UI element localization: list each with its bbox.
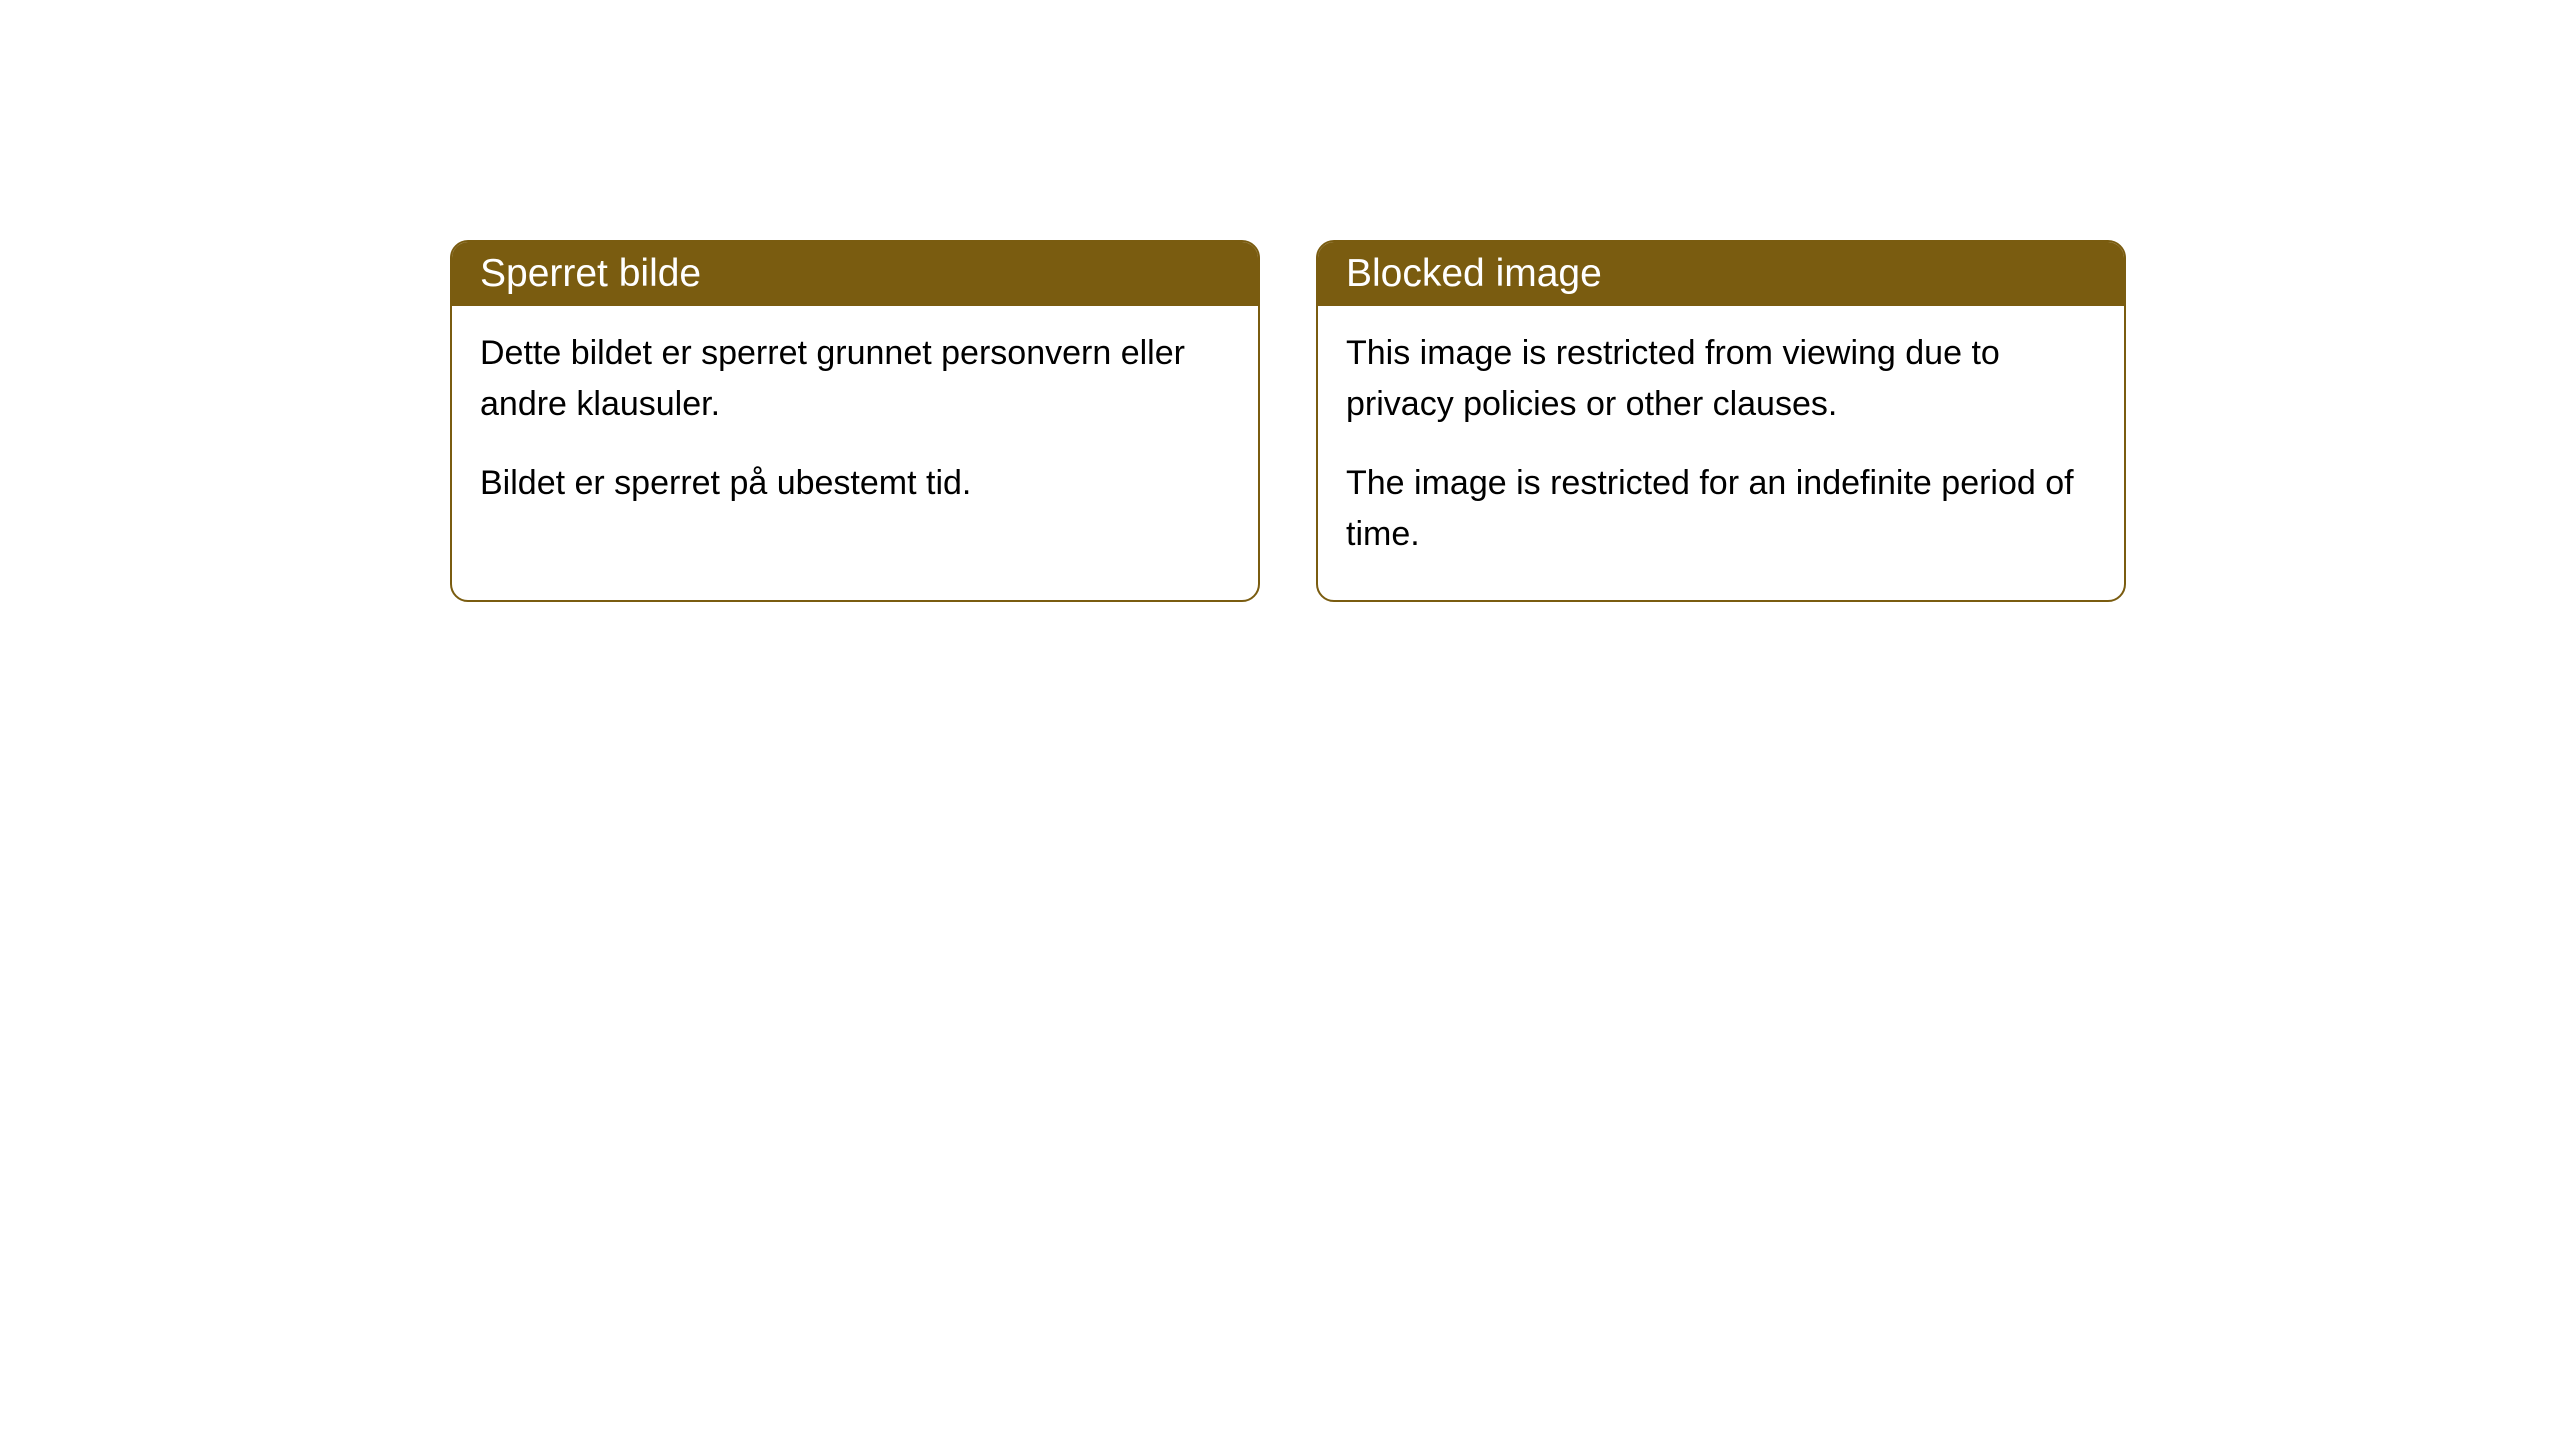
card-paragraph: This image is restricted from viewing du… — [1346, 328, 2096, 430]
card-body: This image is restricted from viewing du… — [1318, 306, 2124, 600]
card-paragraph: The image is restricted for an indefinit… — [1346, 458, 2096, 560]
notice-cards-container: Sperret bilde Dette bildet er sperret gr… — [450, 240, 2126, 602]
notice-card-norwegian: Sperret bilde Dette bildet er sperret gr… — [450, 240, 1260, 602]
card-title: Sperret bilde — [480, 252, 701, 295]
card-header: Sperret bilde — [452, 242, 1258, 306]
card-header: Blocked image — [1318, 242, 2124, 306]
card-paragraph: Bildet er sperret på ubestemt tid. — [480, 458, 1230, 509]
notice-card-english: Blocked image This image is restricted f… — [1316, 240, 2126, 602]
card-paragraph: Dette bildet er sperret grunnet personve… — [480, 328, 1230, 430]
card-body: Dette bildet er sperret grunnet personve… — [452, 306, 1258, 549]
card-title: Blocked image — [1346, 252, 1602, 295]
